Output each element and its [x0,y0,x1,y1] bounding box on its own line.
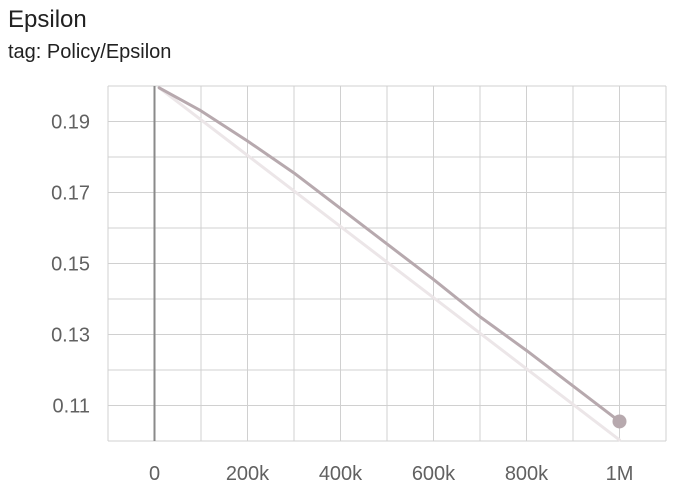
x-tick-label: 800k [505,463,549,485]
x-axis-ticks: 0 200k 400k 600k 800k 1M [149,463,633,485]
x-tick-label: 200k [226,463,270,485]
chart-tag: tag: Policy/Epsilon [8,41,172,63]
x-tick-label: 600k [412,463,456,485]
smoothed-series-line [157,86,621,423]
endpoint-marker [612,414,627,429]
chart-title: Epsilon [8,6,87,33]
raw-series-line [157,86,621,442]
y-tick-label: 0.11 [53,396,90,418]
y-tick-label: 0.19 [51,112,90,134]
y-axis-ticks: 0.11 0.13 0.15 0.17 0.19 [51,112,90,418]
y-tick-label: 0.15 [51,254,90,276]
x-tick-label: 400k [319,463,363,485]
series-lines [157,86,627,442]
x-tick-label: 1M [606,463,634,485]
x-tick-label: 0 [149,463,160,485]
y-tick-label: 0.17 [51,183,90,205]
y-tick-label: 0.13 [51,325,90,347]
